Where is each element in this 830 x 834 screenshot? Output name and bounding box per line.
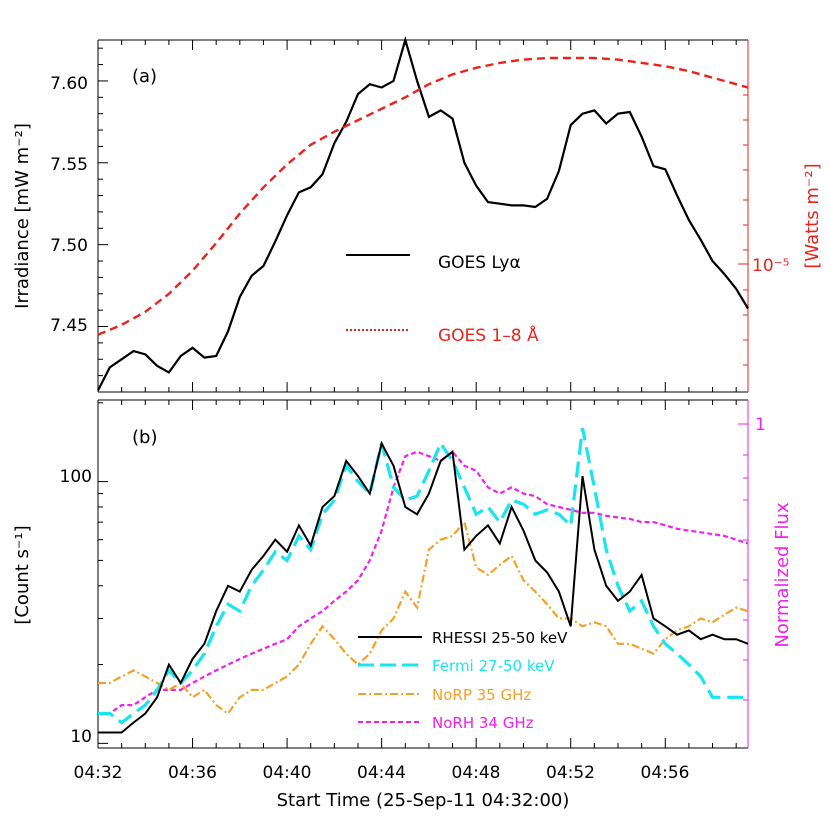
series-goes-1-8 <box>97 56 749 336</box>
legend-label-fermi: Fermi 27-50 keV <box>432 657 555 675</box>
panel-b-label: (b) <box>132 427 157 448</box>
panel-b-right-axis-title: Normalized Flux <box>772 502 793 648</box>
right-y-tick-label: 10⁻⁵ <box>752 256 789 276</box>
tick-marks <box>97 40 748 748</box>
right-y-tick-label: 1 <box>755 415 766 435</box>
x-tick-label: 04:48 <box>452 763 501 783</box>
legend-label-goes: GOES 1–8 Å <box>438 324 539 346</box>
y-tick-label: 7.55 <box>50 155 88 175</box>
legend-label-norh: NoRH 34 GHz <box>432 714 534 732</box>
x-tick-label: 04:36 <box>168 763 217 783</box>
x-tick-label: 04:52 <box>546 763 595 783</box>
panel-a-y-axis-title: Irradiance [mW m⁻²] <box>12 123 33 309</box>
panel-a-frame <box>97 39 749 393</box>
panel-a-legend: GOES Lyα GOES 1–8 Å <box>346 253 539 346</box>
panel-b-frame <box>97 399 749 749</box>
y-tick-label: 7.45 <box>50 316 88 336</box>
x-tick-label: 04:56 <box>641 763 690 783</box>
x-tick-labels: 04:32 04:36 04:40 04:44 04:48 04:52 04:5… <box>74 763 690 783</box>
panel-b-legend: RHESSI 25-50 keV Fermi 27-50 keV NoRP 35… <box>358 629 568 732</box>
y-tick-label: 10 <box>70 727 92 747</box>
legend-label-rhessi: RHESSI 25-50 keV <box>432 629 568 647</box>
series-norp <box>98 519 749 716</box>
series-rhessi <box>98 440 749 734</box>
panel-b-y-tick-labels: 10 100 <box>60 467 92 747</box>
panel-a-right-axis-title: [Watts m⁻²] <box>802 163 823 268</box>
legend-label-norp: NoRP 35 GHz <box>432 686 531 704</box>
series-norh <box>98 450 749 715</box>
panel-a-y-tick-labels: 7.45 7.50 7.55 7.60 <box>50 74 88 336</box>
y-tick-label: 7.50 <box>50 236 88 256</box>
x-axis-title: Start Time (25-Sep-11 04:32:00) <box>277 790 570 811</box>
panel-a-label: (a) <box>132 66 157 87</box>
x-tick-label: 04:40 <box>263 763 312 783</box>
y-tick-label: 7.60 <box>50 74 88 94</box>
x-tick-label: 04:32 <box>74 763 123 783</box>
legend-label-lya: GOES Lyα <box>438 253 521 273</box>
series-goes-lya <box>97 36 749 391</box>
x-tick-label: 04:44 <box>357 763 406 783</box>
panel-b-y-axis-title: [Count s⁻¹] <box>12 525 33 624</box>
y-tick-label: 100 <box>60 467 92 487</box>
